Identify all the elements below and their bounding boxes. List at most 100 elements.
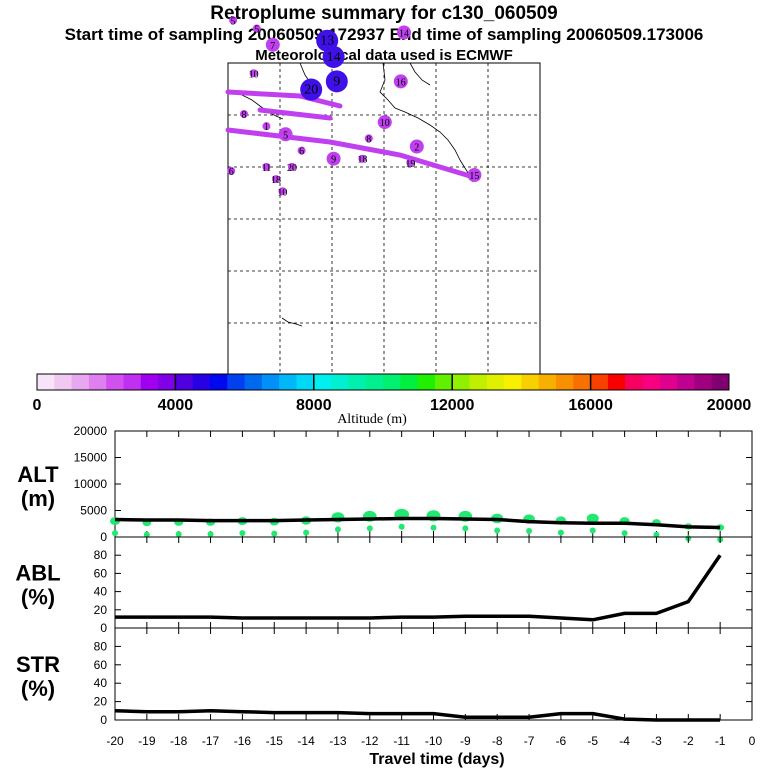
altitude-blob bbox=[586, 513, 599, 524]
altitude-blob-lower bbox=[653, 531, 660, 538]
track-mid bbox=[257, 107, 333, 121]
colorbar-swatch bbox=[486, 374, 505, 390]
colorbar-swatch bbox=[434, 374, 453, 390]
colorbar-swatch bbox=[296, 374, 315, 390]
plume-point bbox=[406, 158, 415, 167]
altitude-blob-lower bbox=[621, 530, 628, 537]
x-tick-label: -1 bbox=[715, 734, 726, 748]
plume-point-label: 15 bbox=[469, 171, 479, 182]
y-tick-label: 5000 bbox=[80, 504, 107, 518]
plume-point bbox=[288, 162, 296, 171]
plume-point-label: 1 bbox=[264, 122, 269, 133]
altitude-colorbar: 0 4000 8000 12000 16000 20000 Altitude (m) bbox=[33, 373, 752, 427]
colorbar-swatch bbox=[106, 374, 124, 390]
colorbar-swatch bbox=[556, 374, 574, 390]
x-tick-label: -18 bbox=[170, 734, 188, 748]
x-tick-label: -13 bbox=[329, 734, 347, 748]
x-tick-label: -8 bbox=[492, 734, 503, 748]
colorbar-swatch bbox=[210, 374, 228, 390]
x-tick-label: -17 bbox=[202, 734, 220, 748]
colorbar-tick-label: 4000 bbox=[158, 397, 194, 414]
plume-point-label: 20 bbox=[304, 83, 318, 98]
plume-point bbox=[358, 154, 367, 163]
plume-point bbox=[278, 127, 293, 142]
plume-point bbox=[265, 37, 280, 52]
plume-point bbox=[262, 162, 271, 171]
y-tick-label: 0 bbox=[100, 713, 107, 727]
plume-point bbox=[272, 175, 280, 184]
x-tick-label: -12 bbox=[361, 734, 379, 748]
colorbar-title: Altitude (m) bbox=[337, 412, 407, 427]
colorbar-swatch bbox=[140, 374, 159, 390]
colorbar-tick-label: 20000 bbox=[707, 397, 752, 414]
colorbar-swatch bbox=[521, 374, 540, 390]
plume-point-label: 6 bbox=[229, 167, 234, 178]
colorbar-swatch bbox=[659, 374, 678, 390]
colorbar-swatch bbox=[694, 374, 713, 390]
colorbar-swatch bbox=[538, 374, 557, 390]
plume-point-label: 19 bbox=[405, 159, 415, 170]
colorbar-swatch bbox=[383, 374, 401, 390]
plume-point-label: 10 bbox=[380, 118, 390, 129]
colorbar-swatch bbox=[71, 374, 90, 390]
y-tick-label: 40 bbox=[94, 676, 108, 690]
colorbar-swatch bbox=[192, 374, 211, 390]
plume-point-label: 8 bbox=[242, 110, 247, 121]
map-grid bbox=[228, 63, 540, 375]
colorbar-swatch bbox=[54, 374, 73, 390]
altitude-blob-lower bbox=[207, 531, 214, 538]
altitude-blob-lower bbox=[589, 527, 596, 534]
plume-point-label: 9 bbox=[333, 74, 340, 89]
plume-point bbox=[364, 134, 373, 143]
altitude-blob-lower bbox=[526, 527, 533, 534]
y-tick-label: 10000 bbox=[74, 477, 108, 491]
colorbar-swatch bbox=[400, 374, 419, 390]
x-tick-label: -5 bbox=[587, 734, 598, 748]
y-tick-label: 80 bbox=[94, 639, 108, 653]
time-series-panels: 05000100001500020000ALT(m)020406080ABL(%… bbox=[15, 424, 755, 768]
altitude-blob-lower bbox=[334, 526, 341, 533]
altitude-blob-lower bbox=[239, 530, 246, 537]
colorbar-tick-label: 0 bbox=[33, 397, 42, 414]
colorbar-tick-label: 12000 bbox=[430, 397, 475, 414]
plume-point-label: 11 bbox=[262, 163, 272, 174]
plume-point-label: 16 bbox=[396, 77, 406, 88]
plume-point bbox=[240, 109, 248, 118]
y-tick-label: 80 bbox=[94, 548, 108, 562]
plume-point-label: 5 bbox=[254, 24, 259, 35]
plume-point bbox=[326, 151, 341, 166]
y-tick-label: 60 bbox=[94, 566, 108, 580]
panel-unit: (m) bbox=[21, 486, 55, 511]
x-tick-label: -9 bbox=[460, 734, 471, 748]
x-tick-label: -15 bbox=[266, 734, 284, 748]
y-tick-label: 20 bbox=[94, 603, 108, 617]
plume-point bbox=[297, 146, 306, 155]
y-tick-label: 40 bbox=[94, 585, 108, 599]
x-tick-label: -4 bbox=[619, 734, 630, 748]
y-tick-label: 20000 bbox=[74, 424, 108, 438]
colorbar-swatch bbox=[607, 374, 626, 390]
altitude-blob-lower bbox=[494, 527, 501, 534]
panel-label: STR bbox=[16, 652, 60, 677]
plume-point bbox=[409, 139, 424, 154]
altitude-blob-lower bbox=[430, 524, 437, 531]
plume-point-label: 13 bbox=[320, 34, 334, 49]
plume-point-label: 2 bbox=[414, 143, 419, 154]
colorbar-swatch bbox=[227, 374, 246, 390]
colorbar-swatch bbox=[244, 374, 263, 390]
colorbar-swatch bbox=[331, 374, 349, 390]
colorbar-tick-label: 8000 bbox=[296, 397, 332, 414]
y-tick-label: 0 bbox=[100, 530, 107, 544]
sampling-times: Start time of sampling 20060509.172937 E… bbox=[64, 25, 704, 44]
x-tick-label: -10 bbox=[425, 734, 443, 748]
altitude-blob-lower bbox=[557, 529, 564, 536]
colorbar-swatch bbox=[711, 374, 730, 390]
colorbar-swatch bbox=[158, 374, 176, 390]
colorbar-swatch bbox=[469, 374, 488, 390]
plume-point-label: 14 bbox=[399, 29, 409, 40]
plume-point-label: 14 bbox=[327, 50, 341, 65]
plume-point bbox=[322, 45, 345, 68]
plume-point bbox=[249, 69, 258, 78]
altitude-blob-lower bbox=[366, 525, 373, 532]
